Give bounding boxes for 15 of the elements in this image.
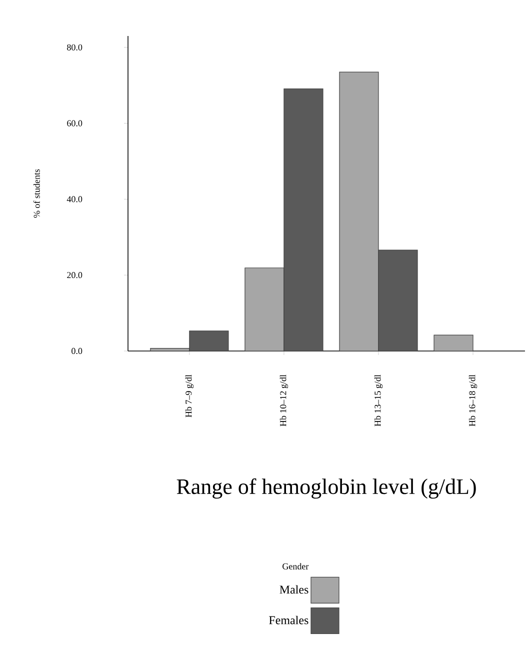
- bar: [434, 334, 474, 352]
- x-tick-label: Hb 16–18 g/dl: [468, 374, 478, 426]
- y-tick-label: 40.0: [66, 196, 82, 202]
- y-tick-label: 60.0: [67, 120, 82, 126]
- x-tick-label: Hb 13–15 g/dl: [374, 374, 383, 426]
- x-tick-label: Hb 7–9 g/dl: [185, 374, 194, 418]
- x-axis-title: Range of hemoglobin level (g/dL): [176, 478, 476, 499]
- y-axis-title: % of students: [33, 169, 40, 218]
- legend-label: Males: [280, 585, 308, 594]
- y-tick-label: 80.0: [67, 44, 82, 50]
- legend-title: Gender: [282, 563, 309, 570]
- legend-label: Females: [269, 616, 308, 624]
- x-tick-label: Hb 10–12 g/dl: [280, 374, 288, 426]
- y-tick-label: 20.0: [67, 272, 82, 278]
- y-tick-label: 0.0: [72, 348, 82, 354]
